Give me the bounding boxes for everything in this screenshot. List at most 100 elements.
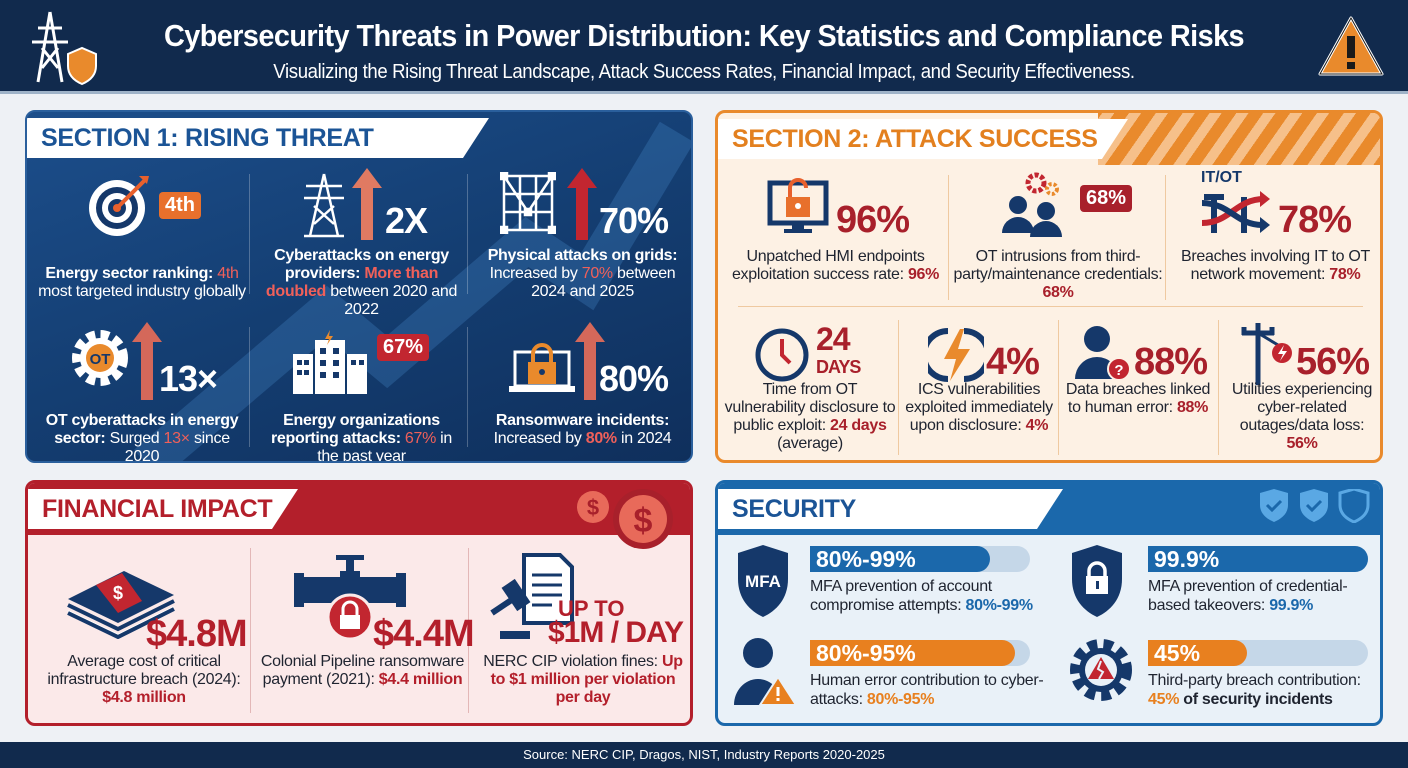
progress-fill: 45% [1148, 640, 1247, 666]
stat-physical-attacks: Physical attacks on grids: Increased by … [475, 247, 690, 301]
text-segment: Average cost of critical infrastructure … [47, 653, 241, 688]
svg-text:$: $ [113, 583, 123, 603]
warning-triangle-icon [1318, 16, 1384, 76]
text-segment: Third-party breach contribution: [1148, 672, 1361, 689]
text-segment: MFA prevention of credential-based takeo… [1148, 578, 1348, 614]
stat-value: $1M / DAY [548, 616, 684, 649]
stat-value: 4% [986, 341, 1040, 383]
text-segment: between 2020 and 2022 [326, 283, 458, 318]
ranking-badge: 4th [159, 192, 201, 219]
mfa-shield-icon: MFA [738, 545, 788, 617]
divider [738, 306, 1363, 307]
text-segment: Human error contribution to cyber-attack… [810, 672, 1044, 708]
text-segment: Increased by [493, 430, 586, 447]
stat-energy-ranking: Energy sector ranking: 4th most targeted… [37, 265, 247, 301]
text-segment: OT cyberattacks in energy sector: [45, 412, 239, 447]
shield-check-icons [1260, 489, 1370, 523]
stat-mfa-account: MFA prevention of account compromise att… [810, 577, 1050, 615]
text-segment: 68% [1042, 284, 1074, 301]
stat-value: 96% [836, 199, 910, 241]
stat-it-ot-breaches: Breaches involving IT to OT network move… [1173, 248, 1378, 284]
text-segment: 96% [907, 266, 940, 283]
stat-utility-outages: Utilities experiencing cyber-related out… [1223, 381, 1380, 453]
text-segment: 80% [585, 430, 617, 447]
dollar-coins-icon: $ $ [577, 489, 673, 549]
stat-energy-orgs: Energy organizations reporting attacks: … [259, 412, 464, 461]
text-segment: between 2024 and 2025 [531, 265, 676, 300]
text-segment: Physical attacks on grids: [487, 247, 678, 264]
text-segment: Utilities experiencing cyber-related out… [1231, 381, 1373, 434]
people-gears-icon [1002, 172, 1062, 237]
decorative-stripes [1098, 113, 1380, 165]
gear-broken-icon [1070, 639, 1132, 701]
it-ot-label: IT/OT [1201, 169, 1242, 186]
text-segment: Breaches involving IT to OT network move… [1180, 248, 1371, 283]
monitor-unlocked-icon [767, 178, 829, 233]
text-segment: More than doubled [265, 265, 439, 300]
stat-third-party: Third-party breach contribution: 45% of … [1148, 671, 1378, 709]
text-segment: Cyberattacks on energy providers: [274, 247, 449, 282]
progress-fill: 80%-95% [810, 640, 1015, 666]
svg-text:?: ? [1114, 362, 1123, 379]
text-segment: $4.4 million [378, 671, 463, 688]
stat-value: 80% [599, 358, 669, 399]
text-segment: 13× [163, 430, 191, 447]
text-segment: Unpatched HMI endpoints exploitation suc… [731, 248, 925, 283]
text-segment: ICS vulnerabilities exploited immediatel… [905, 381, 1053, 434]
stat-colonial-pipeline: Colonial Pipeline ransomware payment (20… [260, 653, 465, 689]
shield-lock-icon [1072, 545, 1122, 617]
text-segment: 80%-95% [866, 691, 935, 708]
text-segment: 99.9% [1269, 597, 1314, 614]
header: Cybersecurity Threats in Power Distribut… [0, 0, 1408, 94]
grid-network-icon [500, 172, 556, 234]
stat-value: 24 [816, 321, 851, 357]
target-icon [89, 176, 149, 236]
gavel-document-icon [490, 553, 574, 639]
stat-unit: DAYS [816, 357, 861, 377]
text-segment: 67% [404, 430, 436, 447]
text-segment: in 2024 [616, 430, 672, 447]
stat-value: 56% [1296, 341, 1370, 383]
stat-nerc-fines: NERC CIP violation fines: Up to $1 milli… [478, 653, 688, 707]
text-segment: since 2020 [124, 430, 230, 463]
stat-ot-cyberattacks: OT cyberattacks in energy sector: Surged… [37, 412, 247, 463]
text-segment: Data breaches linked to human error: [1065, 381, 1211, 416]
ot-gear-icon: OT [72, 330, 128, 386]
utility-pole-icon [1241, 323, 1292, 385]
text-segment: 78% [1329, 266, 1361, 283]
stat-breach-cost: Average cost of critical infrastructure … [40, 653, 248, 707]
progress-fill: 80%-99% [810, 546, 991, 572]
person-question-icon: ? [1075, 326, 1131, 381]
page-title: Cybersecurity Threats in Power Distribut… [163, 18, 1245, 53]
stat-value: 13× [159, 358, 218, 399]
source-footer: Source: NERC CIP, Dragos, NIST, Industry… [0, 742, 1408, 768]
building-icon [293, 330, 367, 394]
progress-bar-human-error: 80%-95% [810, 640, 1030, 666]
section-title: SECTION 1: RISING THREAT LANDSCAPE [27, 118, 489, 158]
pipeline-lock-icon [294, 555, 406, 641]
stat-value: 78% [1278, 199, 1352, 241]
text-segment: 80%-99% [965, 597, 1034, 614]
text-segment: Up to $1 million per violation per day [490, 653, 683, 706]
section-title: SECURITY EFFECTIVENESS [718, 489, 1063, 529]
stat-value: $4.4M [373, 613, 475, 655]
text-segment: NERC CIP violation fines: [483, 653, 662, 670]
text-segment: 4th [217, 265, 239, 282]
text-segment: Time from OT vulnerability disclosure to… [724, 381, 896, 434]
stat-ransomware: Ransomware incidents: Increased by 80% i… [475, 412, 690, 448]
text-segment: Colonial Pipeline ransomware payment (20… [260, 653, 465, 688]
stat-value: 70% [599, 200, 669, 241]
stat-cyberattacks-energy: Cyberattacks on energy providers: More t… [259, 247, 464, 319]
stat-human-error: Human error contribution to cyber-attack… [810, 671, 1050, 709]
percent-badge: 67% [377, 334, 430, 361]
stat-ics-vulnerabilities: ICS vulnerabilities exploited immediatel… [903, 381, 1055, 435]
text-segment: OT intrusions from third-party/maintenan… [953, 248, 1163, 283]
text-segment: Energy organizations reporting attacks: [270, 412, 440, 447]
text-segment: of security incidents [1179, 691, 1333, 708]
text-segment: Energy sector ranking: [45, 265, 218, 282]
svg-text:MFA: MFA [745, 572, 781, 591]
stat-hmi-endpoints: Unpatched HMI endpoints exploitation suc… [728, 248, 943, 284]
page-subtitle: Visualizing the Rising Threat Landscape,… [273, 61, 1135, 83]
stat-value-prefix: UP TO [558, 596, 625, 621]
stat-value: $4.8M [146, 613, 248, 655]
